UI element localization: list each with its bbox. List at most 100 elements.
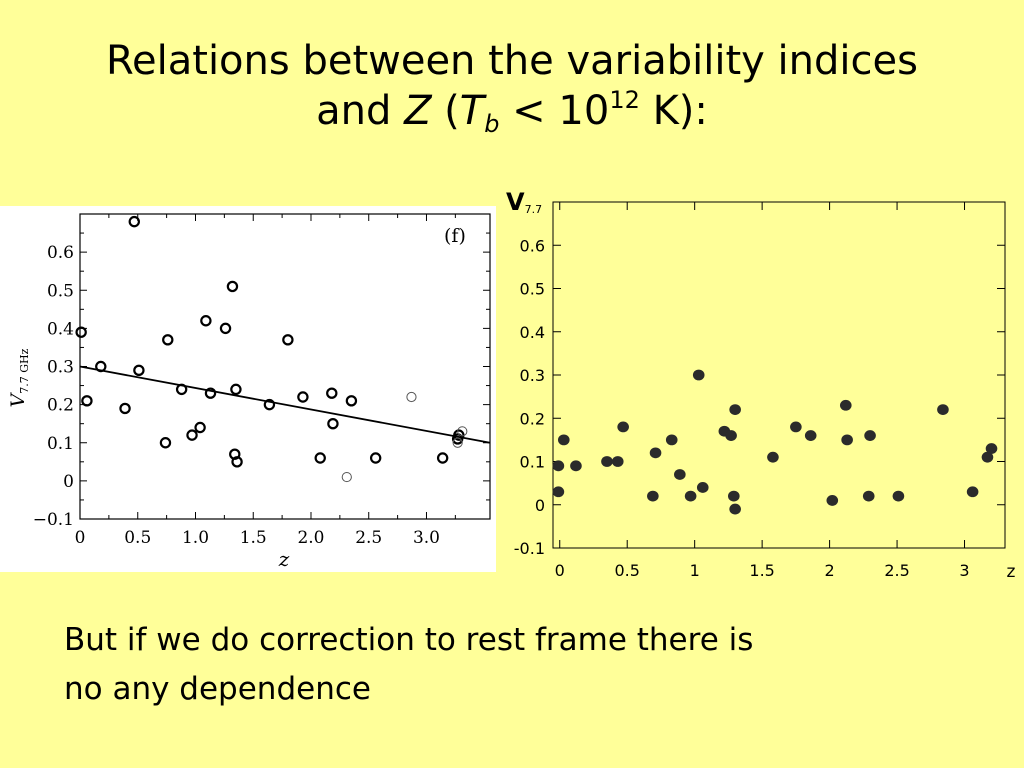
left-y-tick-label: 0.2 [47,396,74,416]
left-data-point [452,437,463,448]
right-data-point [601,456,613,467]
left-data-point [282,334,294,346]
right-y-axis-label-main: V [506,188,525,216]
right-y-axis-label: V7.7 [506,188,542,216]
title-unit: K): [639,88,708,134]
caption-line-2: no any dependence [64,671,371,707]
right-data-point [665,434,678,446]
right-data-point [729,503,741,515]
right-data-point [617,421,629,433]
title-b-subscript: b [484,110,500,138]
right-data-point [570,460,582,472]
left-data-point [133,364,145,377]
right-data-point [649,447,662,459]
slide-caption: But if we do correction to rest frame th… [64,616,964,714]
right-data-point [981,451,994,463]
right-x-tick-label: 2.5 [884,561,909,580]
right-y-tick-label: 0.6 [520,236,545,255]
right-data-point [790,421,802,433]
left-data-point [314,452,326,464]
right-data-point [725,430,737,441]
right-y-tick-labels: -0.1 0 0.1 0.2 0.3 0.4 0.5 0.6 [514,236,545,558]
right-x-tick-label: 2 [825,561,835,580]
left-x-tick-label: 2.5 [355,528,382,548]
left-data-point [453,429,465,441]
left-data-point [327,417,339,430]
right-x-tick-label: 3 [959,561,969,580]
left-x-tick-label: 1.5 [240,528,267,548]
left-y-tick-label: 0.5 [47,281,74,301]
right-y-tick-label: 0.2 [520,409,545,428]
left-data-point [231,456,243,468]
left-data-point [369,452,382,464]
left-data-point [230,383,242,396]
right-data-point [804,430,817,441]
left-chart-background [0,206,496,572]
right-x-tick-label: 0.5 [614,561,639,580]
right-y-tick-label: 0.5 [520,280,545,299]
left-x-tick-label: 3.0 [413,528,440,548]
left-y-tick-label: 0.4 [47,319,74,339]
left-data-point [345,395,358,407]
right-data-point [552,486,565,498]
left-data-point [175,383,188,396]
title-line-2: and Z (Tb < 1012 K): [0,86,1024,136]
left-x-tick-label: 2.0 [297,528,324,548]
left-data-point [219,322,232,335]
left-x-tick-labels: 0 0.5 1.0 1.5 2.0 2.5 3.0 [75,528,440,548]
left-y-axis-label-sub: 7.7 GHz [18,348,31,393]
caption-line-1: But if we do correction to rest frame th… [64,622,754,658]
right-data-point [611,456,624,467]
left-y-axis-label-main: V [7,391,29,407]
right-data-point [862,490,875,502]
left-data-point [75,326,87,338]
right-data-point [552,460,565,472]
right-y-tick-label: -0.1 [514,539,545,558]
right-data-point [557,434,570,446]
left-y-axis-label: V7.7 GHz [7,348,31,407]
right-data-point [937,404,949,415]
left-data-point [81,395,93,407]
right-y-tick-label: 0.1 [520,453,545,472]
right-data-point [674,469,686,480]
left-x-tick-label: 1.0 [182,528,209,548]
title-exponent: 12 [609,86,640,114]
left-data-point [95,360,107,373]
left-data-point [159,437,172,449]
left-data-point [326,387,338,399]
right-data-point [728,490,740,502]
left-y-tick-label: 0.3 [47,358,74,378]
left-y-tick-label: 0.1 [47,434,74,454]
right-data-point [729,404,741,415]
title-and: and [316,88,405,134]
title-open: ( [431,88,460,134]
left-panel-label: (f) [444,225,466,247]
left-data-point [162,334,174,346]
left-y-tick-labels: −0.1 0 0.1 0.2 0.3 0.4 0.5 0.6 [33,243,74,530]
right-y-tick-label: 0 [535,496,545,515]
left-y-tick-label: 0.6 [47,243,74,263]
right-tick-marks [553,202,1005,549]
left-data-point [263,398,276,411]
left-fit-line [79,365,491,444]
left-y-tick-label: 0 [63,472,74,492]
right-scatter-chart: 0 0.5 1 1.5 2 2.5 3 -0.1 0 0.1 0.2 0.3 0.4 0.5 0.6 V7… [506,188,1016,582]
slide-title: Relations between the variability indice… [0,36,1024,136]
right-x-axis-label: z [1007,562,1016,582]
right-y-tick-label: 0.3 [520,366,545,385]
right-x-tick-label: 0 [555,561,565,580]
right-data-point [966,486,979,498]
right-data-point [647,490,659,502]
left-x-tick-label: 0 [75,528,86,548]
right-y-tick-label: 0.4 [520,323,545,342]
right-x-tick-labels: 0 0.5 1 1.5 2 2.5 3 [555,561,970,580]
right-data-point [826,495,839,506]
left-points [75,215,468,483]
left-x-axis-label: z [278,547,290,571]
right-y-axis-label-sub: 7.7 [525,203,543,216]
right-data-point [841,434,853,446]
left-data-point [119,402,131,415]
right-x-tick-label: 1 [690,561,700,580]
right-points [552,369,998,515]
left-scatter-chart: 0 0.5 1.0 1.5 2.0 2.5 3.0 −0.100.10.20.30.40.5… [0,206,496,572]
